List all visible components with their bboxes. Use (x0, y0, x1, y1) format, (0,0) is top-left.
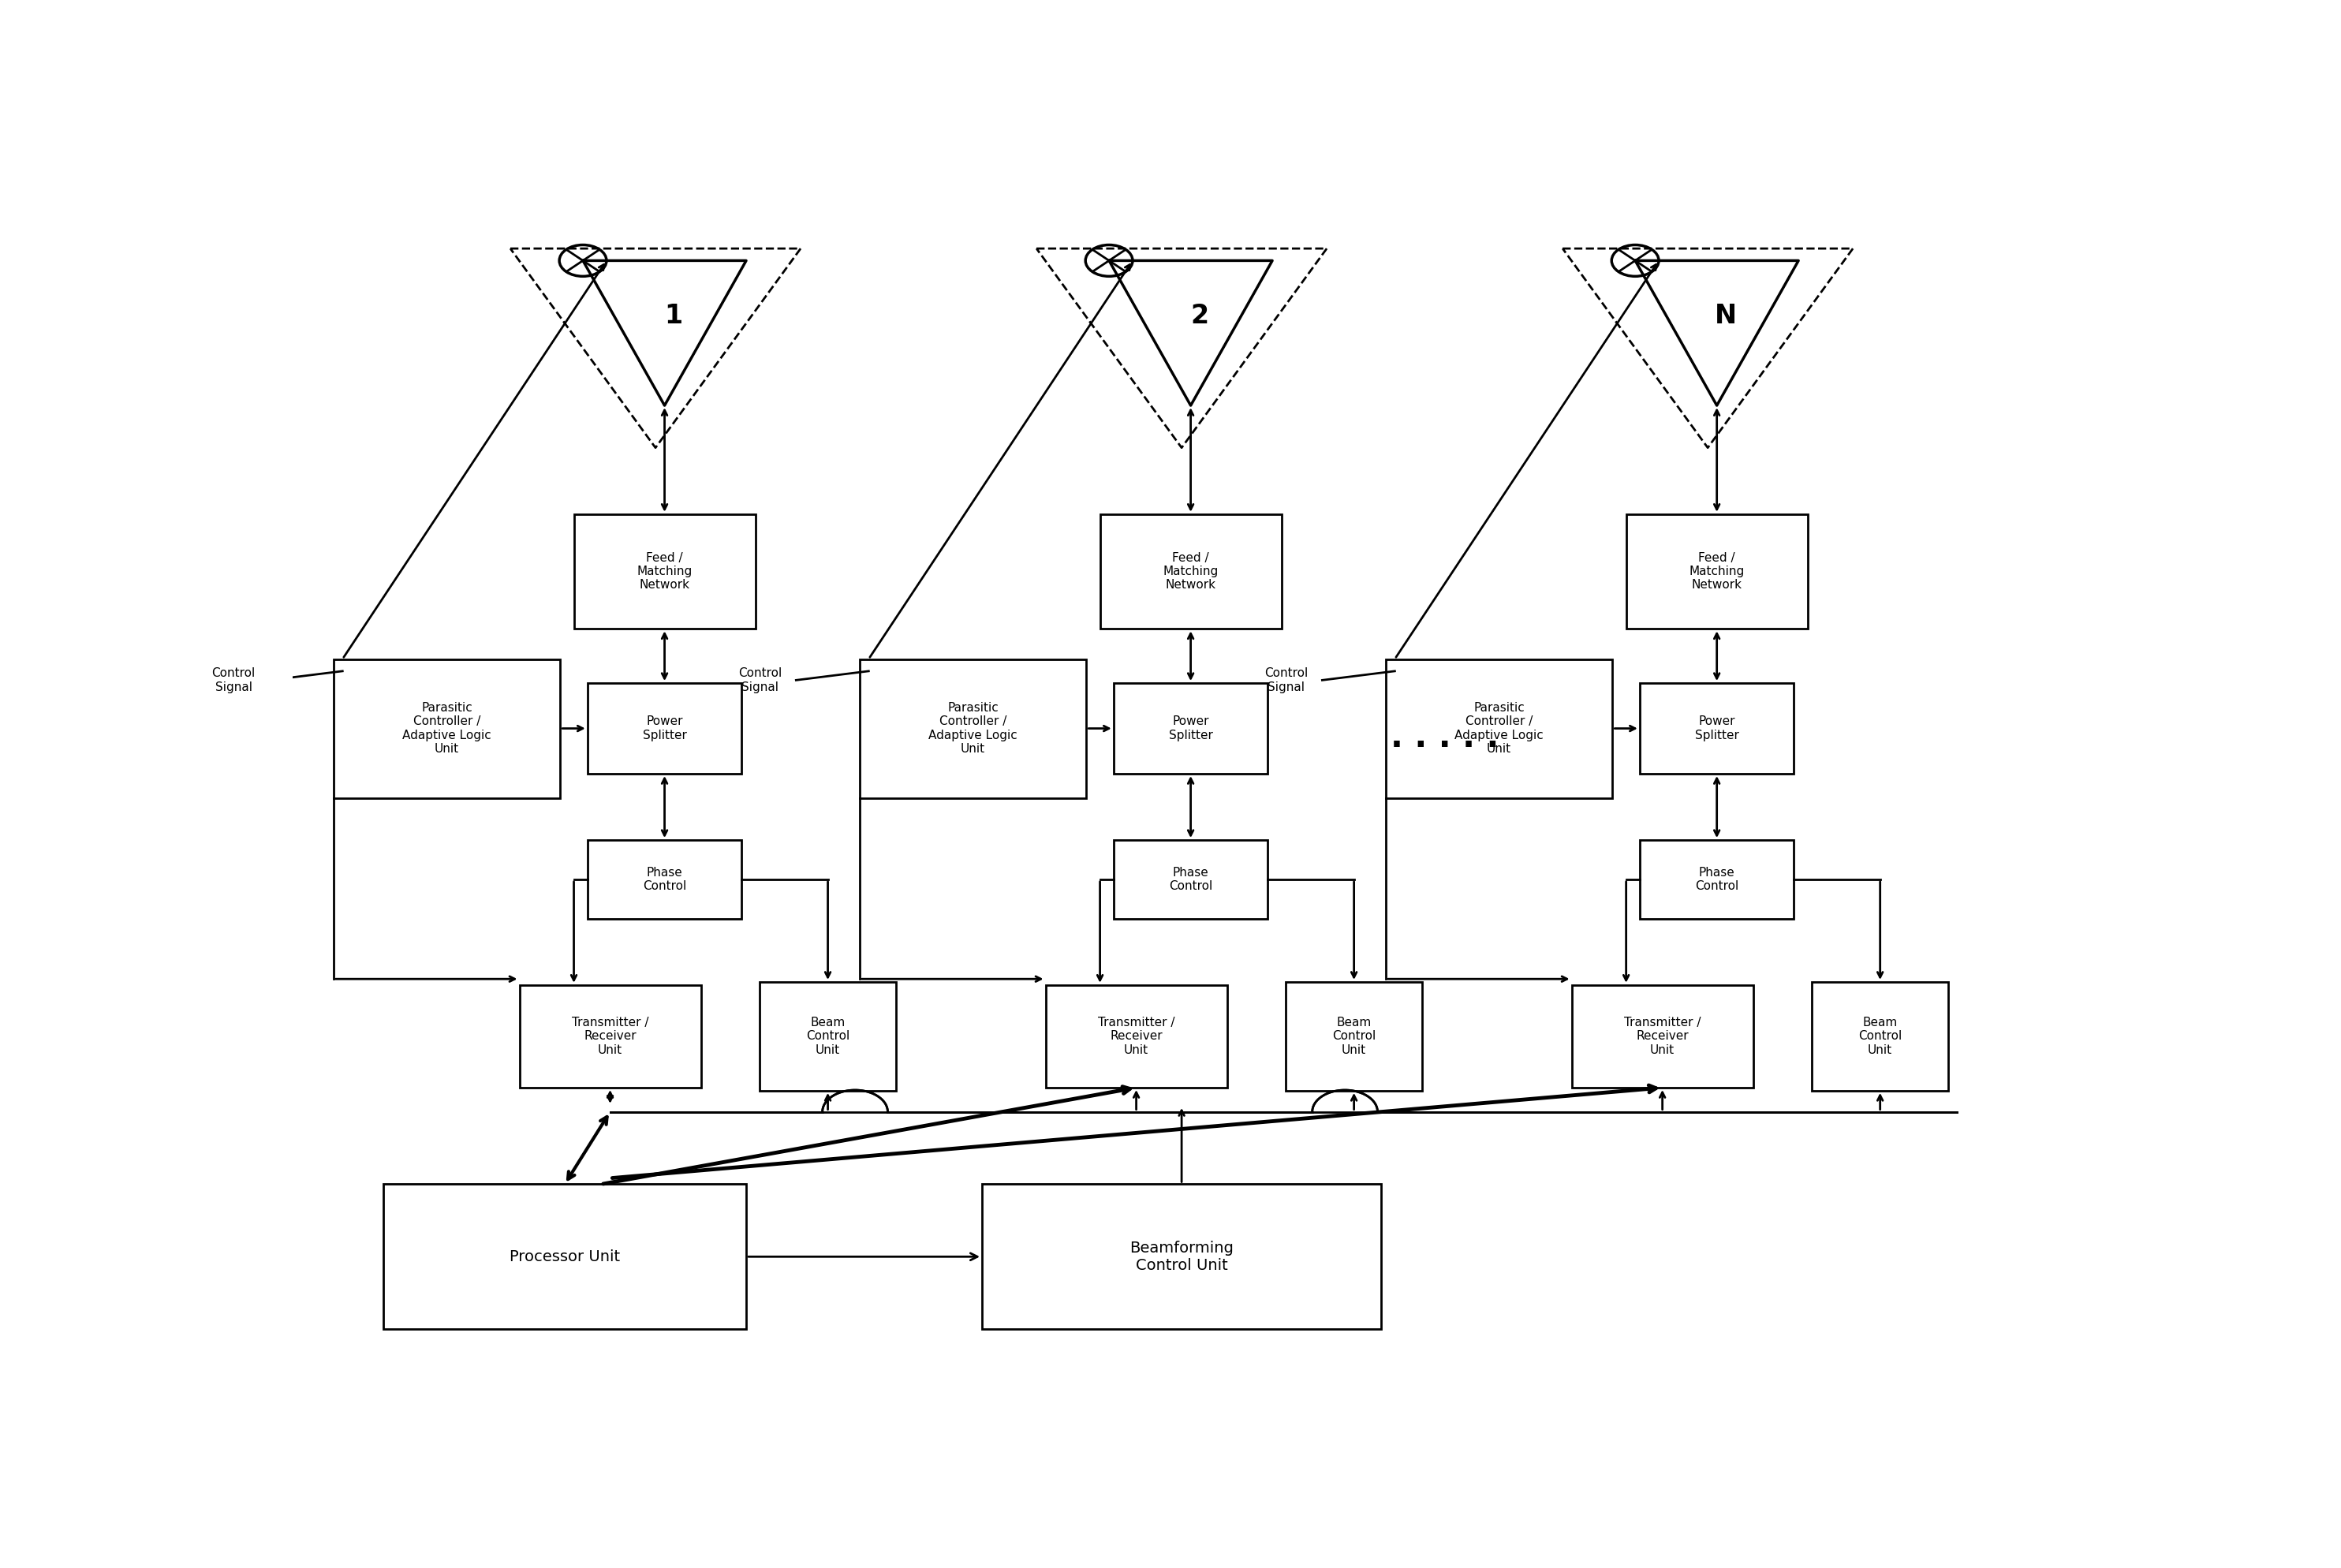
Text: Beam
Control
Unit: Beam Control Unit (1859, 1016, 1901, 1055)
Text: Parasitic
Controller /
Adaptive Logic
Unit: Parasitic Controller / Adaptive Logic Un… (1454, 702, 1543, 754)
Bar (1627, 514, 1807, 629)
Text: Parasitic
Controller /
Adaptive Logic
Unit: Parasitic Controller / Adaptive Logic Un… (929, 702, 1018, 754)
Text: Transmitter /
Receiver
Unit: Transmitter / Receiver Unit (1098, 1016, 1175, 1055)
Bar (983, 1184, 1381, 1330)
Bar (574, 514, 756, 629)
Bar (1046, 985, 1227, 1088)
Text: Power
Splitter: Power Splitter (1168, 715, 1213, 742)
Text: N: N (1716, 303, 1737, 329)
Text: 1: 1 (665, 303, 684, 329)
Text: Transmitter /
Receiver
Unit: Transmitter / Receiver Unit (1625, 1016, 1702, 1055)
Text: Parasitic
Controller /
Adaptive Logic
Unit: Parasitic Controller / Adaptive Logic Un… (403, 702, 492, 754)
Bar (1114, 684, 1269, 773)
Text: Phase
Control: Phase Control (1695, 867, 1739, 892)
Text: Beam
Control
Unit: Beam Control Unit (1332, 1016, 1377, 1055)
Text: Phase
Control: Phase Control (1168, 867, 1213, 892)
Bar (332, 659, 559, 798)
Text: Power
Splitter: Power Splitter (1695, 715, 1739, 742)
Bar (1639, 840, 1793, 919)
Text: Feed /
Matching
Network: Feed / Matching Network (637, 552, 693, 591)
Bar (520, 985, 700, 1088)
Bar (588, 684, 742, 773)
Text: Feed /
Matching
Network: Feed / Matching Network (1690, 552, 1744, 591)
Bar (1571, 985, 1753, 1088)
Text: Control
Signal: Control Signal (1264, 668, 1309, 693)
Bar (1114, 840, 1269, 919)
Bar (1285, 982, 1421, 1091)
Bar (761, 982, 897, 1091)
Bar (1812, 982, 1948, 1091)
Text: Beamforming
Control Unit: Beamforming Control Unit (1131, 1240, 1234, 1273)
Text: Power
Splitter: Power Splitter (641, 715, 686, 742)
Text: Control
Signal: Control Signal (737, 668, 782, 693)
Bar (1386, 659, 1613, 798)
Text: Control
Signal: Control Signal (213, 668, 255, 693)
Text: . . . . .: . . . . . (1391, 721, 1498, 754)
Bar (1100, 514, 1281, 629)
Text: Beam
Control
Unit: Beam Control Unit (805, 1016, 850, 1055)
Bar (859, 659, 1086, 798)
Text: Feed /
Matching
Network: Feed / Matching Network (1163, 552, 1217, 591)
Bar (588, 840, 742, 919)
Text: 2: 2 (1192, 303, 1208, 329)
Text: Transmitter /
Receiver
Unit: Transmitter / Receiver Unit (571, 1016, 648, 1055)
Text: Processor Unit: Processor Unit (510, 1250, 620, 1264)
Bar (384, 1184, 747, 1330)
Bar (1639, 684, 1793, 773)
Text: Phase
Control: Phase Control (644, 867, 686, 892)
